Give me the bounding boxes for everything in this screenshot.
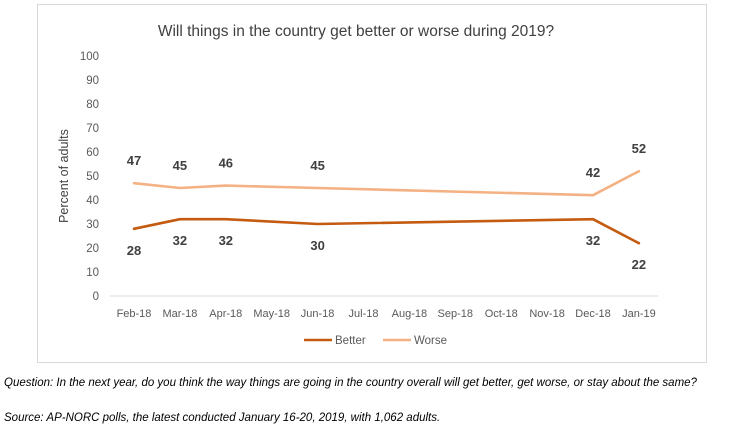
y-tick-label: 10 <box>86 267 99 279</box>
data-label-worse: 52 <box>632 141 646 156</box>
y-tick-label: 0 <box>93 291 99 303</box>
x-tick-label: Mar-18 <box>162 308 197 320</box>
y-tick-label: 60 <box>86 147 99 159</box>
x-tick-label: Apr-18 <box>209 308 242 320</box>
y-tick-label: 80 <box>86 99 99 111</box>
x-tick-label: Jul-18 <box>349 308 379 320</box>
x-tick-label: Nov-18 <box>529 308 564 320</box>
data-label-better: 32 <box>586 233 600 248</box>
x-tick-label: Jan-19 <box>622 308 656 320</box>
data-label-worse: 42 <box>586 165 600 180</box>
line-chart: Will things in the country get better or… <box>57 23 658 347</box>
y-tick-label: 20 <box>86 243 99 255</box>
y-tick-label: 40 <box>86 195 99 207</box>
data-label-better: 32 <box>219 233 233 248</box>
x-tick-label: Jun-18 <box>301 308 335 320</box>
x-tick-label: Feb-18 <box>117 308 152 320</box>
chart-title: Will things in the country get better or… <box>158 23 555 40</box>
x-tick-label: Sep-18 <box>438 308 473 320</box>
y-tick-label: 70 <box>86 123 99 135</box>
data-label-worse: 47 <box>127 153 141 168</box>
data-label-better: 28 <box>127 243 141 258</box>
chart-frame: Will things in the country get better or… <box>37 4 707 363</box>
data-label-worse: 45 <box>310 158 324 173</box>
source-note: Source: AP-NORC polls, the latest conduc… <box>4 412 441 424</box>
data-label-worse: 46 <box>219 156 233 171</box>
legend-label-better: Better <box>335 335 366 347</box>
x-tick-label: Oct-18 <box>485 308 518 320</box>
y-tick-label: 100 <box>80 51 99 63</box>
x-tick-label: May-18 <box>253 308 290 320</box>
data-label-worse: 45 <box>173 158 187 173</box>
legend-label-worse: Worse <box>414 335 447 347</box>
data-label-better: 22 <box>632 257 646 272</box>
data-label-better: 30 <box>310 238 324 253</box>
y-tick-label: 30 <box>86 219 99 231</box>
series-line-better <box>132 217 641 245</box>
series-line-worse <box>132 169 641 197</box>
x-tick-label: Dec-18 <box>575 308 610 320</box>
y-tick-label: 50 <box>86 171 99 183</box>
data-label-better: 32 <box>173 233 187 248</box>
question-note: Question: In the next year, do you think… <box>4 377 697 389</box>
x-tick-label: Aug-18 <box>392 308 427 320</box>
y-axis-label: Percent of adults <box>57 129 71 223</box>
y-tick-label: 90 <box>86 75 99 87</box>
